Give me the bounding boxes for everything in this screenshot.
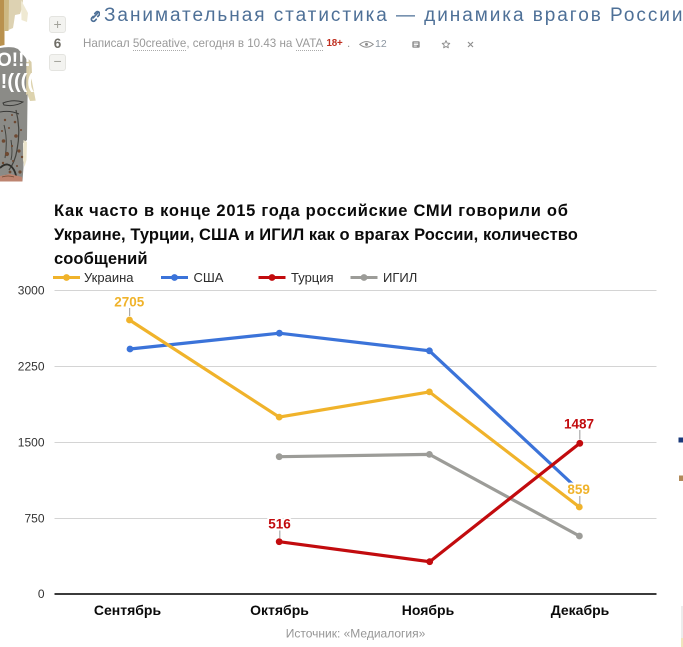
svg-text:!!((((: !!(((( [0, 71, 34, 93]
svg-text:3000: 3000 [18, 284, 45, 298]
svg-text:859: 859 [567, 482, 590, 497]
svg-text:США: США [194, 270, 224, 285]
svg-text:1487: 1487 [564, 417, 594, 432]
svg-text:0: 0 [38, 587, 45, 601]
svg-text:Сентябрь: Сентябрь [94, 602, 162, 618]
svg-text:Октябрь: Октябрь [250, 602, 309, 618]
svg-text:2250: 2250 [18, 360, 45, 374]
svg-text:Декабрь: Декабрь [551, 602, 610, 618]
svg-text:Источник: «Медиалогия»: Источник: «Медиалогия» [286, 627, 426, 641]
svg-text:О!!!: О!!! [0, 50, 31, 71]
svg-text:Турция: Турция [291, 270, 334, 285]
svg-text:ИГИЛ: ИГИЛ [383, 270, 417, 285]
svg-text:750: 750 [24, 512, 44, 526]
svg-text:2705: 2705 [114, 295, 145, 310]
svg-text:Ноябрь: Ноябрь [402, 602, 455, 618]
svg-text:Украина: Украина [84, 270, 134, 285]
svg-text:516: 516 [268, 517, 291, 532]
svg-text:1500: 1500 [18, 436, 45, 450]
